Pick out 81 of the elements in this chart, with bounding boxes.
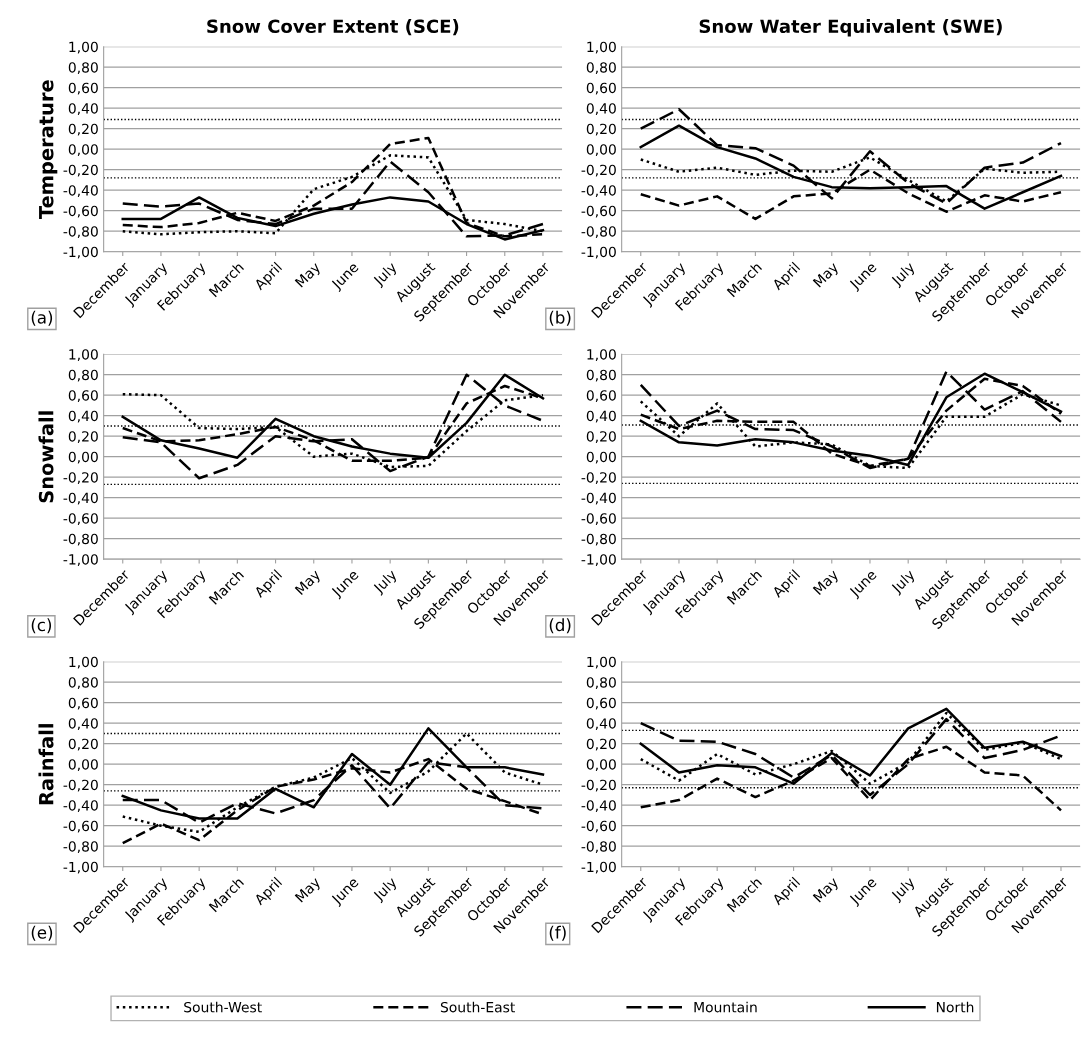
y-tick-label: -0,60: [581, 820, 616, 833]
y-tick-label: -0,40: [581, 492, 616, 505]
y-tick-label: 0,00: [586, 144, 616, 157]
y-tick-label: 0,40: [586, 103, 616, 116]
y-tick-label: -0,40: [63, 185, 98, 198]
y-axis-title: Snowfall: [38, 411, 54, 503]
y-tick-label: 0,60: [68, 697, 98, 710]
y-tick-label: 0,20: [586, 738, 616, 751]
y-tick-label: 0,20: [68, 431, 98, 444]
y-tick-label: 1,00: [587, 349, 616, 362]
y-tick-label: -0,20: [63, 472, 98, 485]
text: (d): [549, 618, 571, 634]
y-tick-label: -0,40: [581, 800, 616, 813]
legend-label: South-West: [184, 1001, 262, 1013]
legend-label: Mountain: [694, 1001, 757, 1013]
y-tick-label: 0,20: [68, 123, 98, 136]
y-tick-label: 0,80: [68, 369, 98, 382]
y-tick-label: 0,80: [68, 62, 98, 75]
y-tick-label: -0,40: [581, 185, 616, 198]
y-tick-label: -0,60: [63, 205, 98, 218]
y-tick-label: -1,00: [63, 554, 98, 567]
y-tick-label: -0,80: [63, 841, 98, 854]
y-tick-label: -0,80: [581, 841, 616, 854]
y-tick-label: 0,40: [586, 718, 616, 731]
y-axis-title: Temperature: [39, 80, 58, 220]
y-tick-label: -0,60: [63, 513, 98, 526]
y-tick-label: 0,60: [68, 82, 98, 95]
y-tick-label: -0,20: [581, 472, 616, 485]
chart-title: Snow Cover Extent (SCE): [207, 19, 459, 36]
y-tick-label: 0,60: [68, 390, 98, 403]
legend-label: North: [936, 1001, 974, 1013]
y-tick-label: 1,00: [69, 349, 98, 362]
y-tick-label: 1,00: [69, 656, 98, 669]
text: (a): [31, 310, 53, 326]
text: (f): [549, 925, 566, 941]
y-tick-label: 0,60: [586, 697, 616, 710]
legend-label: South-East: [440, 1001, 515, 1013]
y-tick-label: 0,00: [68, 451, 98, 464]
y-tick-label: -0,60: [63, 820, 98, 833]
y-tick-label: 0,00: [68, 759, 98, 772]
y-tick-label: 0,20: [586, 431, 616, 444]
y-tick-label: -1,00: [581, 246, 616, 259]
y-tick-label: -0,20: [581, 164, 616, 177]
y-tick-label: 1,00: [69, 41, 98, 54]
y-tick-label: -0,20: [63, 779, 98, 792]
chart-title: Snow Water Equivalent (SWE): [699, 19, 1002, 37]
y-tick-label: -0,40: [63, 492, 98, 505]
y-tick-label: -0,20: [63, 164, 98, 177]
y-tick-label: 0,40: [586, 410, 616, 423]
y-tick-label: 0,60: [586, 82, 616, 95]
y-tick-label: -0,80: [63, 533, 98, 546]
y-tick-label: -0,80: [581, 226, 616, 239]
y-tick-label: 0,80: [68, 677, 98, 690]
y-tick-label: 1,00: [587, 656, 616, 669]
y-tick-label: 0,00: [68, 144, 98, 157]
y-tick-label: -1,00: [63, 246, 98, 259]
text: (e): [31, 925, 53, 941]
y-tick-label: -0,60: [581, 205, 616, 218]
y-tick-label: 0,80: [586, 677, 616, 690]
y-tick-label: 0,80: [586, 62, 616, 75]
y-tick-label: -0,20: [581, 779, 616, 792]
y-tick-label: -1,00: [581, 861, 616, 874]
y-tick-label: -0,80: [581, 533, 616, 546]
text: (b): [549, 310, 571, 326]
y-tick-label: 0,20: [586, 123, 616, 136]
y-tick-label: -1,00: [581, 554, 616, 567]
y-tick-label: 0,00: [586, 759, 616, 772]
y-tick-label: 0,20: [68, 738, 98, 751]
y-tick-label: 0,40: [68, 103, 98, 116]
y-tick-label: -0,80: [63, 226, 98, 239]
y-tick-label: 0,40: [68, 410, 98, 423]
y-tick-label: -0,60: [581, 513, 616, 526]
y-tick-label: 0,40: [68, 718, 98, 731]
y-tick-label: 0,00: [586, 451, 616, 464]
y-tick-label: 1,00: [587, 41, 616, 54]
y-tick-label: -1,00: [63, 861, 98, 874]
y-axis-title: Rainfall: [38, 724, 54, 805]
y-tick-label: -0,40: [63, 800, 98, 813]
text: (c): [31, 618, 52, 634]
y-tick-label: 0,60: [586, 390, 616, 403]
y-tick-label: 0,80: [586, 369, 616, 382]
